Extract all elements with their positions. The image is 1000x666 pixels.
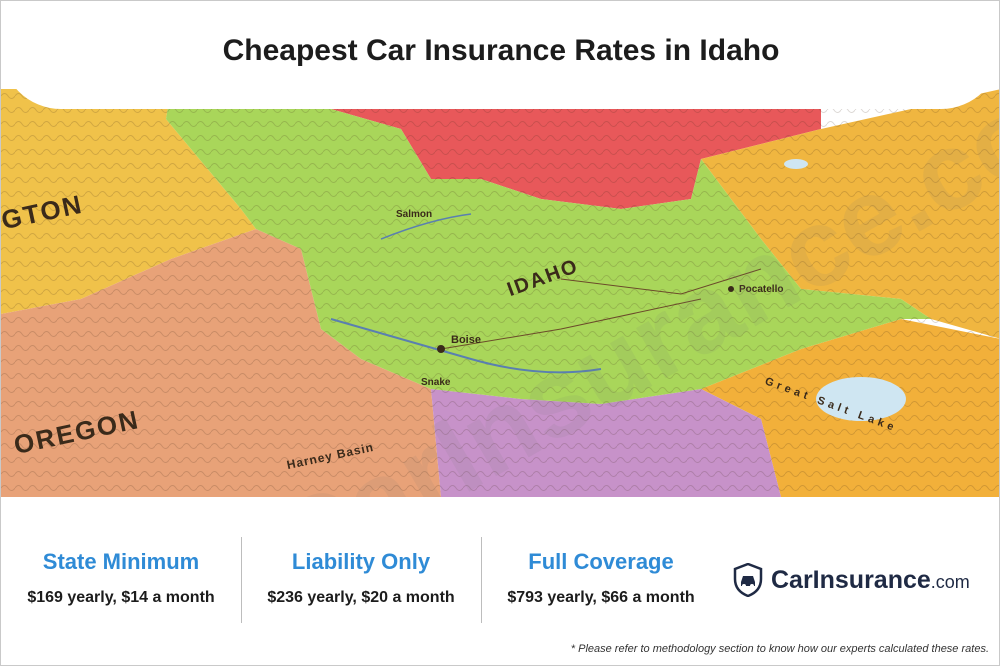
stat-liability-only: Liability Only $236 yearly, $20 a month bbox=[241, 549, 481, 607]
great-salt-lake bbox=[816, 377, 906, 421]
stat-value: $793 yearly, $66 a month bbox=[507, 589, 695, 606]
brand-logo: CarInsurance.com bbox=[733, 563, 970, 597]
logo-name: CarInsurance.com bbox=[771, 565, 970, 594]
shield-car-icon bbox=[733, 563, 763, 597]
stat-value: $236 yearly, $20 a month bbox=[267, 589, 455, 606]
stat-full-coverage: Full Coverage $793 yearly, $66 a month bbox=[481, 549, 721, 607]
lake bbox=[784, 159, 808, 169]
salmon-label: Salmon bbox=[396, 209, 433, 220]
boise-label: Boise bbox=[451, 334, 481, 346]
pocatello-label: Pocatello bbox=[739, 284, 784, 295]
footnote: * Please refer to methodology section to… bbox=[570, 643, 989, 655]
pocatello-marker bbox=[728, 286, 734, 292]
page-title: Cheapest Car Insurance Rates in Idaho bbox=[222, 34, 780, 67]
stat-label: State Minimum bbox=[42, 549, 200, 574]
stat-value: $169 yearly, $14 a month bbox=[27, 589, 215, 606]
boise-marker bbox=[437, 345, 445, 353]
divider bbox=[241, 537, 242, 623]
logo-suffix: .com bbox=[930, 571, 970, 592]
stat-state-minimum: State Minimum $169 yearly, $14 a month bbox=[1, 549, 241, 607]
stat-label: Liability Only bbox=[291, 549, 431, 574]
title-banner: Cheapest Car Insurance Rates in Idaho bbox=[1, 1, 999, 109]
divider bbox=[481, 537, 482, 623]
idaho-map: IDAHO OREGON GTON Harney Basin Great Sal… bbox=[1, 89, 999, 497]
snake-label: Snake bbox=[421, 377, 451, 388]
state-map-svg bbox=[1, 89, 999, 497]
stat-label: Full Coverage bbox=[528, 549, 674, 574]
rates-panel: State Minimum $169 yearly, $14 a month L… bbox=[1, 497, 999, 665]
